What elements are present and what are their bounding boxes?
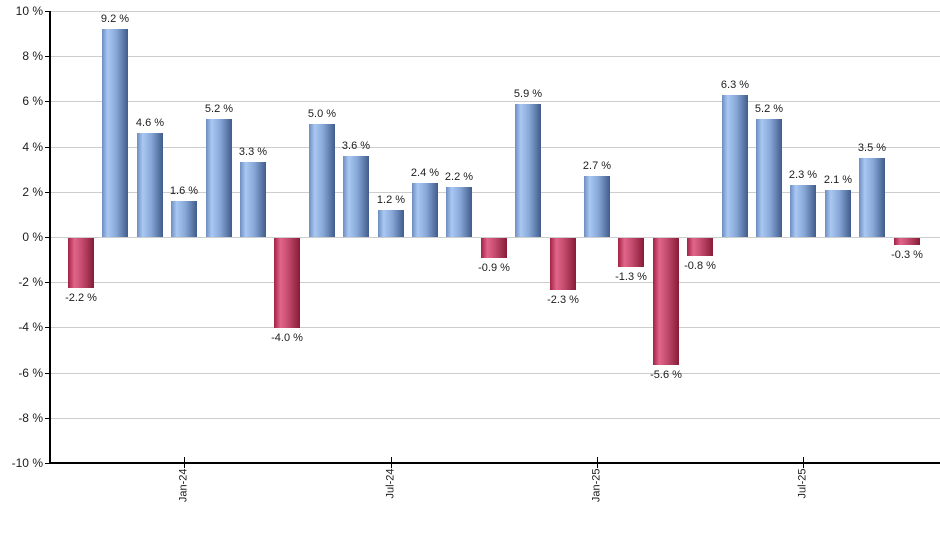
bar-value-label: 9.2 %: [100, 13, 130, 25]
x-axis-tick: [391, 457, 392, 468]
y-axis-tick-label: 8 %: [22, 49, 43, 63]
bar-positive: [722, 95, 748, 237]
bar-value-label: 5.0 %: [307, 108, 337, 120]
x-axis-tick: [184, 457, 185, 468]
bar-positive: [412, 183, 438, 237]
bar-value-label: 3.6 %: [341, 140, 371, 152]
bar-positive: [446, 187, 472, 237]
bar-negative: [687, 238, 713, 256]
bar-value-label: 3.3 %: [238, 146, 268, 158]
x-axis-month-label: Jan-24: [177, 468, 190, 503]
y-gridline: [50, 192, 940, 193]
bar-positive: [378, 210, 404, 237]
y-axis-tick-label: 2 %: [22, 185, 43, 199]
bar-negative: [481, 238, 507, 258]
bar-value-label: -5.6 %: [650, 369, 682, 381]
bar-value-label: 2.7 %: [582, 160, 612, 172]
bar-value-label: 2.4 %: [410, 167, 440, 179]
y-axis-tick: [45, 101, 50, 102]
bar-negative: [550, 238, 576, 290]
bar-positive: [859, 158, 885, 237]
x-axis-month-label: Jul-25: [796, 468, 809, 499]
y-gridline: [50, 56, 940, 57]
bar-value-label: 2.3 %: [788, 169, 818, 181]
bar-value-label: -0.3 %: [891, 249, 923, 261]
x-axis-tick: [803, 457, 804, 468]
x-axis-tick: [597, 457, 598, 468]
y-axis-tick-label: 6 %: [22, 94, 43, 108]
y-gridline: [50, 237, 940, 238]
bar-positive: [309, 124, 335, 237]
bar-positive: [137, 133, 163, 237]
bar-value-label: -0.9 %: [478, 262, 510, 274]
bar-positive: [102, 29, 128, 237]
y-axis-tick: [45, 192, 50, 193]
y-axis-tick: [45, 237, 50, 238]
bar-value-label: 5.2 %: [754, 103, 784, 115]
y-gridline: [50, 101, 940, 102]
bar-positive: [756, 119, 782, 237]
y-axis-tick: [45, 327, 50, 328]
bar-value-label: -1.3 %: [615, 271, 647, 283]
bar-positive: [515, 104, 541, 237]
y-axis-tick-label: -10 %: [11, 456, 43, 470]
x-axis-month-label: Jan-25: [590, 468, 603, 503]
bar-value-label: -4.0 %: [271, 332, 303, 344]
y-axis-tick: [45, 56, 50, 57]
y-axis-tick: [45, 418, 50, 419]
y-gridline: [50, 147, 940, 148]
bar-negative: [68, 238, 94, 288]
bar-value-label: 5.2 %: [204, 103, 234, 115]
bar-value-label: -2.3 %: [547, 294, 579, 306]
bar-positive: [343, 156, 369, 237]
bar-positive: [206, 119, 232, 237]
y-axis-tick-label: 10 %: [15, 4, 43, 18]
y-axis-tick-label: -4 %: [18, 320, 43, 334]
y-axis-tick-label: -2 %: [18, 275, 43, 289]
y-axis-tick: [45, 463, 50, 464]
bar-negative: [653, 238, 679, 365]
y-axis-tick-label: 4 %: [22, 140, 43, 154]
y-axis-tick-label: -6 %: [18, 366, 43, 380]
y-axis-tick-label: -8 %: [18, 411, 43, 425]
bar-value-label: 4.6 %: [135, 117, 165, 129]
bar-value-label: -2.2 %: [65, 292, 97, 304]
bar-positive: [584, 176, 610, 237]
bar-value-label: 5.9 %: [513, 88, 543, 100]
y-axis-tick: [45, 282, 50, 283]
y-axis-line: [49, 11, 51, 464]
y-gridline: [50, 373, 940, 374]
bar-positive: [240, 162, 266, 237]
bar-positive: [171, 201, 197, 237]
bar-negative: [274, 238, 300, 328]
y-gridline: [50, 418, 940, 419]
bar-value-label: 6.3 %: [720, 79, 750, 91]
y-axis-tick-label: 0 %: [22, 230, 43, 244]
bar-value-label: 1.6 %: [169, 185, 199, 197]
bar-value-label: 3.5 %: [857, 142, 887, 154]
y-gridline: [50, 327, 940, 328]
y-gridline: [50, 282, 940, 283]
bar-value-label: 2.2 %: [444, 171, 474, 183]
x-axis-line: [49, 462, 940, 464]
bar-negative: [894, 238, 920, 245]
y-axis-tick: [45, 11, 50, 12]
y-gridline: [50, 11, 940, 12]
bar-value-label: 2.1 %: [823, 174, 853, 186]
bar-value-label: 1.2 %: [376, 194, 406, 206]
y-axis-tick: [45, 373, 50, 374]
bar-positive: [825, 190, 851, 237]
bar-negative: [618, 238, 644, 267]
y-axis-tick: [45, 147, 50, 148]
x-axis-month-label: Jul-24: [384, 468, 397, 499]
bar-value-label: -0.8 %: [684, 260, 716, 272]
bar-positive: [790, 185, 816, 237]
